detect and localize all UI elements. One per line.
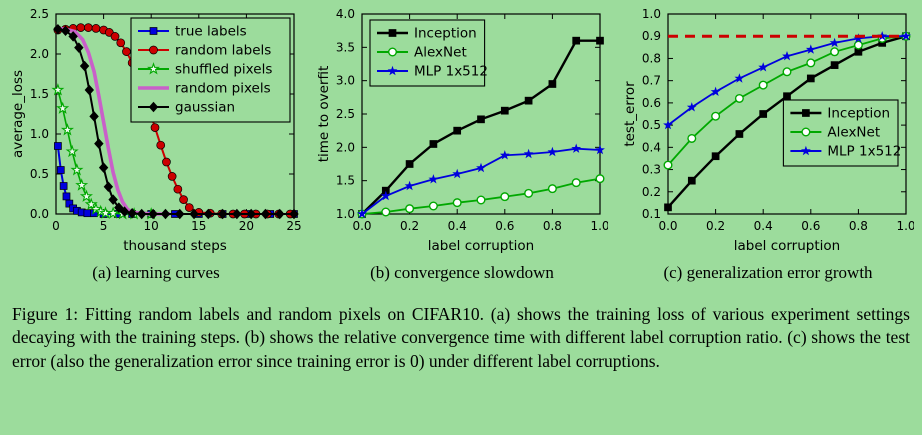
svg-text:2.5: 2.5 [30,7,49,21]
svg-text:time to overfit: time to overfit [316,66,332,163]
svg-text:0.8: 0.8 [642,51,661,65]
svg-text:random labels: random labels [175,43,271,59]
svg-text:0.5: 0.5 [30,167,49,181]
svg-text:0.0: 0.0 [30,207,49,221]
svg-text:thousand steps: thousand steps [123,238,227,254]
svg-text:0.2: 0.2 [642,185,661,199]
svg-text:test_error: test_error [622,81,638,147]
svg-text:0.9: 0.9 [642,29,661,43]
svg-text:0.3: 0.3 [642,163,661,177]
svg-text:4.0: 4.0 [336,7,355,21]
svg-text:1.0: 1.0 [642,7,661,21]
svg-text:AlexNet: AlexNet [414,45,467,61]
svg-text:1.5: 1.5 [336,174,355,188]
panel-a: 0 5 10 15 20 25 0.0 0.5 1.0 1.5 2.0 2.5 thousand ste… [8,6,304,283]
svg-text:gaussian: gaussian [175,100,235,116]
svg-text:1.0: 1.0 [896,219,914,233]
svg-text:0.2: 0.2 [400,219,419,233]
svg-text:0.6: 0.6 [495,219,514,233]
svg-text:3.5: 3.5 [336,40,355,54]
svg-text:20: 20 [239,219,254,233]
svg-text:AlexNet: AlexNet [827,125,880,141]
svg-text:0.7: 0.7 [642,74,661,88]
panel-b: 0.0 0.2 0.4 0.6 0.8 1.0 1.0 1.5 2.0 2.5 3.0 3.5 4.0 l… [314,6,610,283]
svg-text:0.1: 0.1 [642,207,661,221]
svg-text:5: 5 [100,219,108,233]
panel-c: 0.0 0.2 0.4 0.6 0.8 1.0 0.1 0.2 0.3 0.4 0.5 0.6 0.7 0… [620,6,916,283]
svg-text:25: 25 [286,219,301,233]
svg-text:0.0: 0.0 [658,219,677,233]
svg-text:Inception: Inception [414,26,477,42]
svg-text:0.4: 0.4 [448,219,467,233]
svg-text:0.8: 0.8 [543,219,562,233]
svg-text:0.8: 0.8 [849,219,868,233]
svg-text:0.0: 0.0 [352,219,371,233]
svg-text:MLP 1x512: MLP 1x512 [827,144,901,160]
svg-text:2.0: 2.0 [336,140,355,154]
svg-text:Inception: Inception [827,106,890,122]
svg-text:1.0: 1.0 [336,207,355,221]
svg-text:0.2: 0.2 [706,219,725,233]
svg-text:15: 15 [191,219,206,233]
svg-text:label corruption: label corruption [428,238,534,254]
svg-text:average_loss: average_loss [10,70,26,158]
svg-text:label corruption: label corruption [734,238,840,254]
svg-text:shuffled pixels: shuffled pixels [175,62,272,78]
svg-text:1.5: 1.5 [30,87,49,101]
svg-text:2.5: 2.5 [336,107,355,121]
svg-text:1.0: 1.0 [30,127,49,141]
subcaption-a: (a) learning curves [92,263,220,282]
svg-text:0.6: 0.6 [801,219,820,233]
svg-text:random pixels: random pixels [175,81,271,97]
svg-text:0.4: 0.4 [754,219,773,233]
svg-text:0: 0 [52,219,60,233]
chart-learning-curves: 0 5 10 15 20 25 0.0 0.5 1.0 1.5 2.0 2.5 thousand ste… [10,7,302,254]
svg-text:3.0: 3.0 [336,74,355,88]
subcaption-b: (b) convergence slowdown [370,263,554,282]
svg-text:2.0: 2.0 [30,47,49,61]
subcaption-c: (c) generalization error growth [663,263,873,282]
figure-caption: Figure 1: Fitting random labels and rand… [12,304,910,371]
svg-text:0.5: 0.5 [642,118,661,132]
chart-generalization-error: 0.0 0.2 0.4 0.6 0.8 1.0 0.1 0.2 0.3 0.4 0.5 0.6 0.7 0… [622,7,914,254]
svg-text:0.6: 0.6 [642,96,661,110]
svg-text:true labels: true labels [175,24,247,40]
svg-text:1.0: 1.0 [590,219,608,233]
figure-1-panels: 0 5 10 15 20 25 0.0 0.5 1.0 1.5 2.0 2.5 thousand ste… [8,6,916,283]
svg-text:0.4: 0.4 [642,140,661,154]
svg-text:10: 10 [144,219,159,233]
chart-convergence-slowdown: 0.0 0.2 0.4 0.6 0.8 1.0 1.0 1.5 2.0 2.5 3.0 3.5 4.0 l… [316,7,608,254]
svg-text:MLP 1x512: MLP 1x512 [414,64,488,80]
